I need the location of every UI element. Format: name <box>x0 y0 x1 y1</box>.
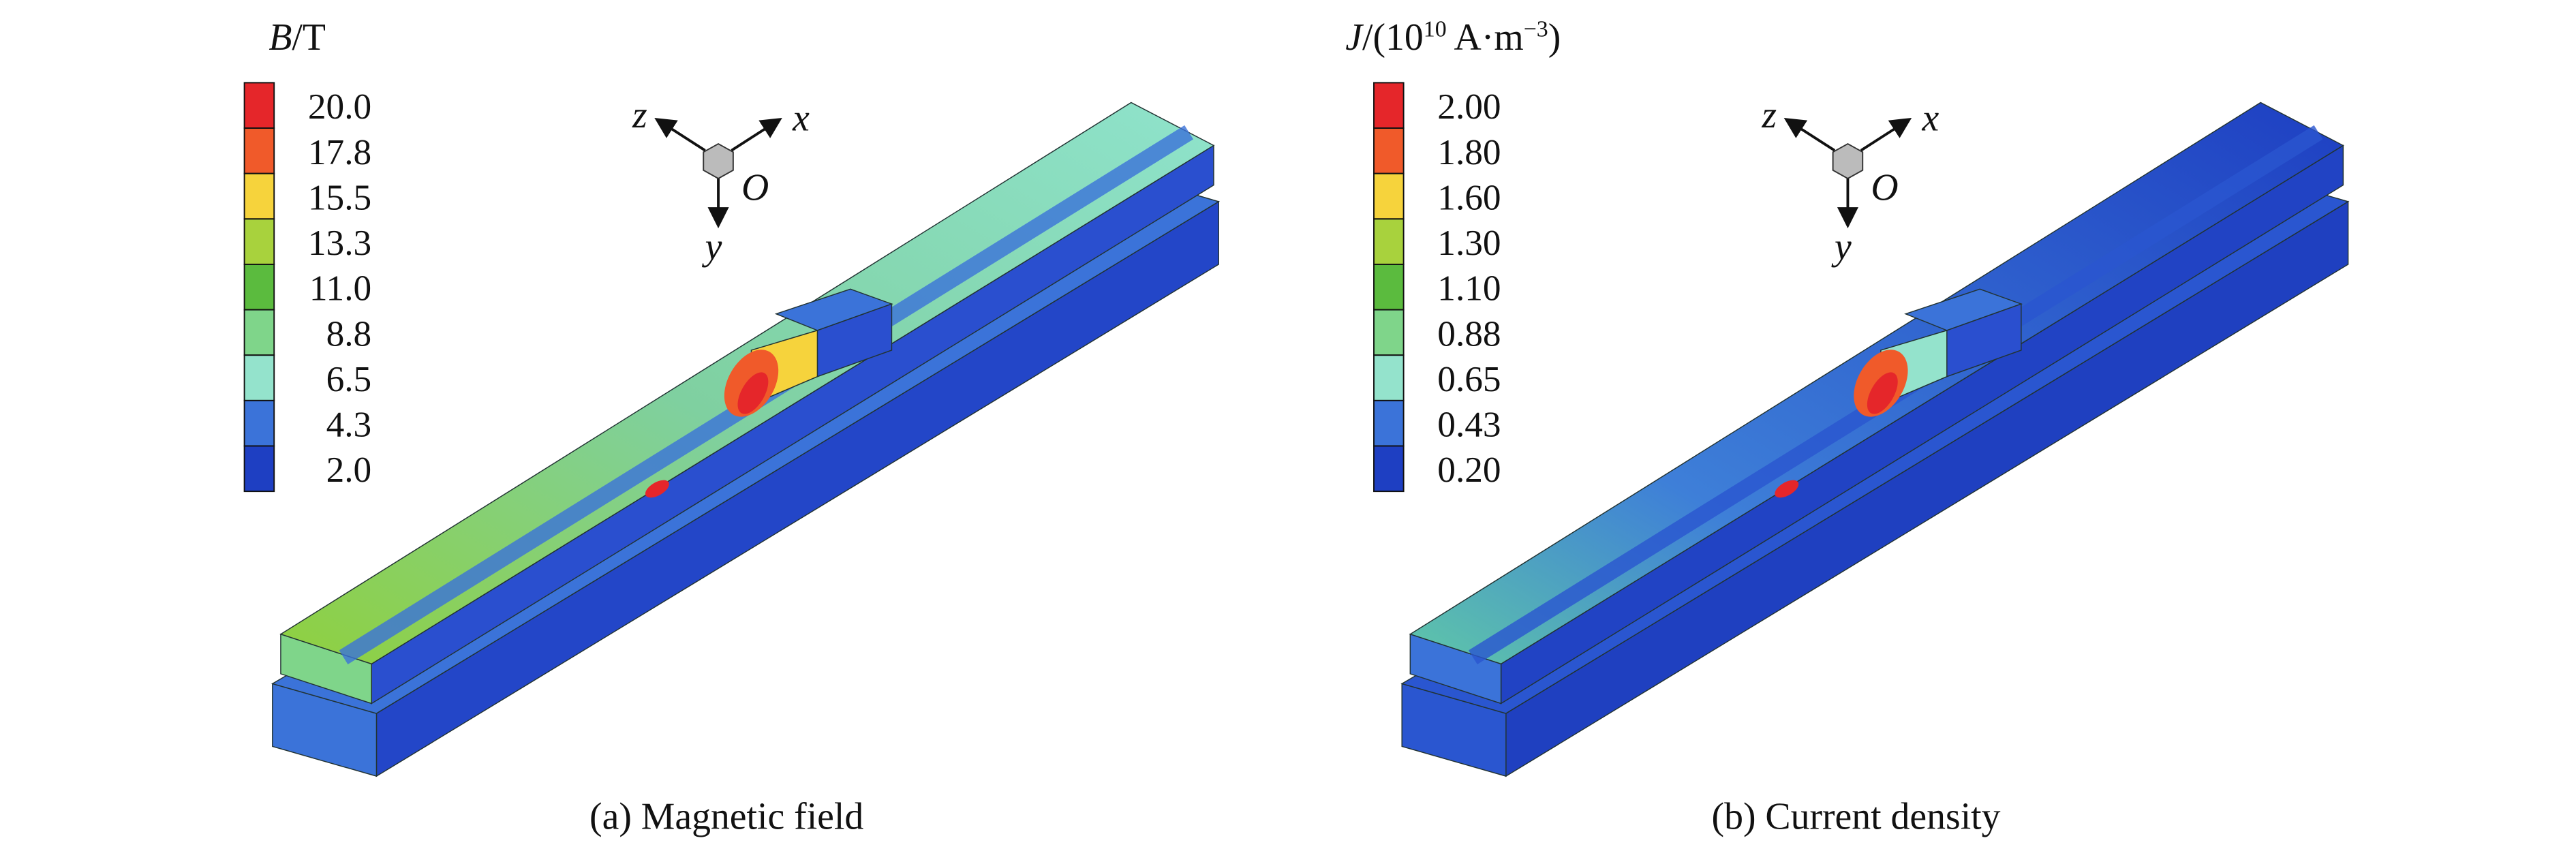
colorbar-segment <box>1373 82 1405 129</box>
colorbar-segment <box>1373 354 1405 401</box>
panel: 20.0 17.8 15.5 13.3 11.08.8 6.5 4.3 2.0 z xOy (a) … <box>243 82 1221 838</box>
colorbar-segment <box>243 399 275 447</box>
colorbar-label: 2.00 <box>1437 87 1501 127</box>
colorbar-label: 0.20 <box>1437 450 1501 490</box>
title-superscript: 10 <box>1424 17 1447 42</box>
upper-rail-side <box>1500 144 2344 705</box>
title-unit: A·m <box>1447 16 1524 59</box>
axis-label: y <box>1831 226 1852 268</box>
axis-arrow <box>1860 117 1912 152</box>
title-unit: /T <box>292 16 326 59</box>
colorbar-label: 13.3 <box>308 223 371 263</box>
caption: (b) Current density <box>1712 796 2001 838</box>
axis-label: y <box>702 226 722 268</box>
colorbar-segment <box>243 172 275 220</box>
colorbar-segment <box>243 263 275 311</box>
caption: (a) Magnetic field <box>589 796 863 838</box>
colorbar-segment <box>243 218 275 265</box>
colorbar-segment <box>1373 172 1405 220</box>
colorbar-label: 1.10 <box>1437 268 1501 309</box>
triad-cube <box>703 142 734 180</box>
colorbar-title: J/(1010 A·m−3) <box>1345 16 1561 59</box>
contact-spot <box>645 480 669 498</box>
colorbar-label: 1.30 <box>1437 223 1501 263</box>
axis-label: x <box>792 97 810 140</box>
axis-label: O <box>741 166 769 209</box>
colorbar-label: 4.3 <box>326 405 372 445</box>
colorbar-segment <box>1373 127 1405 174</box>
upper-rail-side <box>371 144 1214 705</box>
colorbar-label: 11.0 <box>309 268 371 309</box>
colorbar-segment <box>1373 399 1405 447</box>
panel: 2.00 1.80 1.60 1.30 1.100.88 0.65 0.43 0.20 z xOy… <box>1373 82 2350 838</box>
colorbar-label: 1.60 <box>1437 177 1501 217</box>
colorbar-label: 0.65 <box>1437 359 1501 399</box>
hot-zone-core <box>1867 372 1898 414</box>
axis-arrow <box>1783 117 1836 152</box>
colorbar-segment <box>1373 445 1405 493</box>
title-superscript: −3 <box>1524 17 1548 42</box>
colorbar-segment <box>243 127 275 174</box>
colorbar-segment <box>243 82 275 129</box>
title-symbol: J <box>1345 16 1364 59</box>
colorbar-label: 15.5 <box>308 177 371 217</box>
colorbar-label: 0.88 <box>1437 313 1501 354</box>
colorbar-label: 8.8 <box>326 313 372 354</box>
axis-label: x <box>1921 97 1939 140</box>
colorbar-segment <box>243 354 275 401</box>
colorbar-label: 20.0 <box>308 87 371 127</box>
axis-label: z <box>1761 94 1777 136</box>
axis-label: O <box>1871 166 1898 209</box>
lower-rail-side <box>375 200 1219 777</box>
rail-rendering <box>1400 102 2350 777</box>
colorbar-label: 0.43 <box>1437 405 1501 445</box>
colorbar-segment <box>243 445 275 493</box>
axis-arrow <box>654 117 706 152</box>
colorbar-label: 6.5 <box>326 359 372 399</box>
title-unit: ) <box>1548 16 1561 59</box>
rail-rendering <box>271 102 1221 777</box>
colorbar-segment <box>243 309 275 356</box>
colorbar-segment <box>1373 263 1405 311</box>
title-unit: /(10 <box>1362 16 1424 59</box>
axis-label: z <box>632 94 647 136</box>
lower-rail-side <box>1505 200 2349 777</box>
hot-zone-core <box>737 372 769 414</box>
colorbar-label: 2.0 <box>326 450 372 490</box>
colorbar-title: B/T <box>269 16 326 59</box>
axis-arrow <box>731 117 782 152</box>
title-symbol: B <box>269 16 292 59</box>
colorbar-segment <box>1373 309 1405 356</box>
colorbar-segment <box>1373 218 1405 265</box>
colorbar-label: 17.8 <box>308 132 371 172</box>
triad-cube <box>1832 142 1864 180</box>
colorbar-label: 1.80 <box>1437 132 1501 172</box>
contact-spot <box>1775 480 1799 498</box>
